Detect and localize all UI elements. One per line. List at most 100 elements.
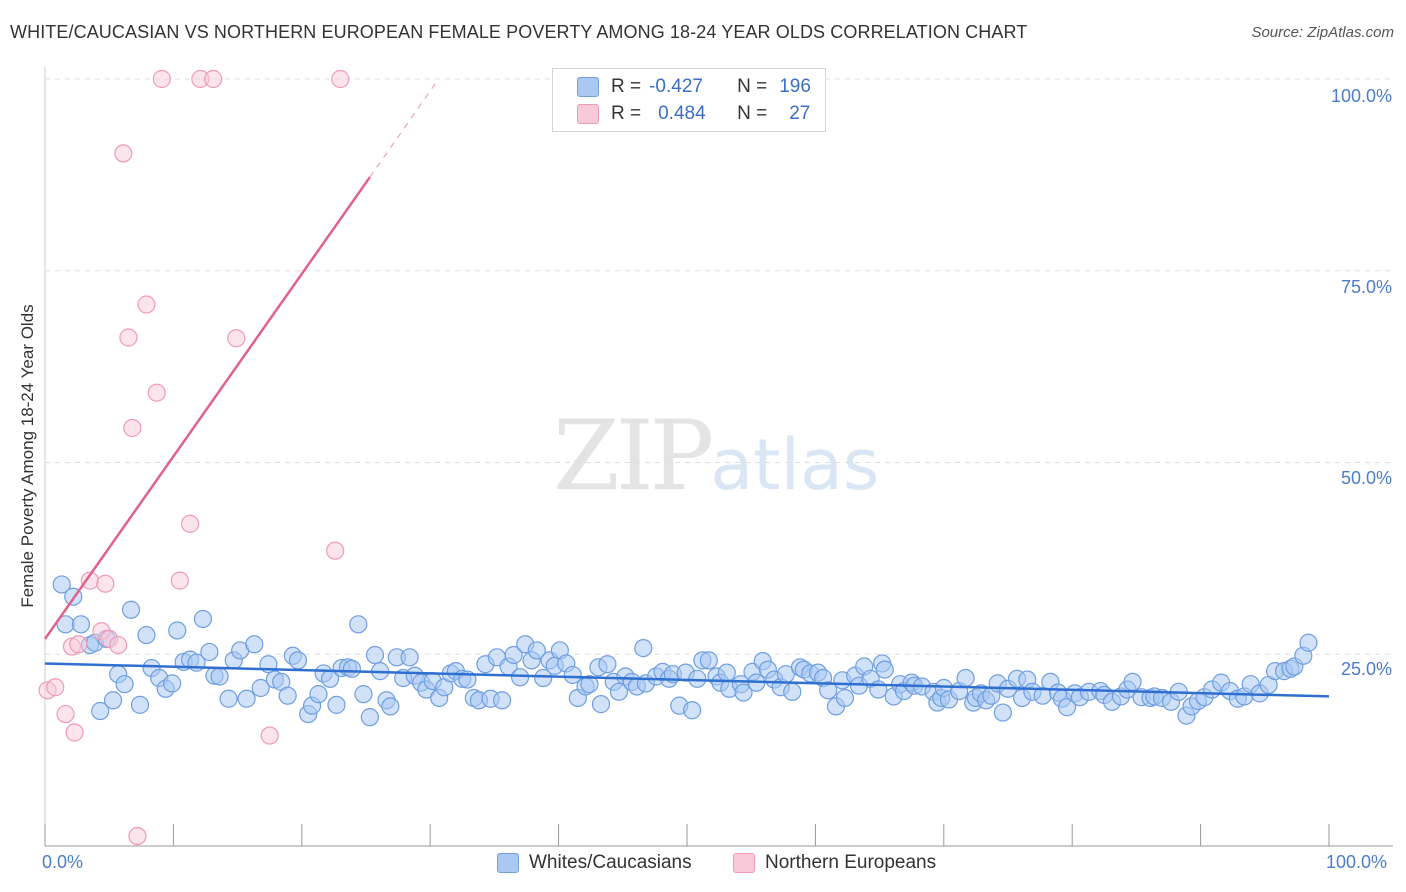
r-value: 0.484 <box>658 103 706 124</box>
x-tick-label-max: 100.0% <box>1326 852 1388 872</box>
whites-point-121 <box>783 682 802 701</box>
legend-blue-swatch <box>497 853 519 873</box>
whites-point-25 <box>210 667 229 686</box>
whites-point-12 <box>130 695 150 714</box>
whites-point-72 <box>493 691 512 710</box>
whites-point-29 <box>237 689 256 708</box>
watermark: ZIPatlas <box>553 400 879 512</box>
northern-europeans-point-21 <box>204 69 223 89</box>
northern-europeans-point-25 <box>331 69 350 89</box>
stats-row-whites: R = -0.427 N = 196 <box>553 74 811 100</box>
whites-point-87 <box>580 675 599 694</box>
n-label: N = <box>737 76 768 97</box>
y-axis-label: Female Poverty Among 18-24 Year Olds <box>18 304 37 608</box>
r-value: -0.427 <box>649 76 703 97</box>
chart-title: WHITE/CAUCASIAN VS NORTHERN EUROPEAN FEM… <box>10 22 1028 42</box>
legend-label-whites: Whites/Caucasians <box>529 852 692 873</box>
whites-point-26 <box>219 689 238 708</box>
whites-point-113 <box>734 683 753 702</box>
northern-europeans-point-15 <box>137 295 156 314</box>
whites-point-89 <box>591 695 611 714</box>
whites-point-157 <box>993 703 1012 722</box>
whites-point-49 <box>360 708 379 727</box>
whites-point-8 <box>103 691 123 710</box>
whites-point-200 <box>1299 633 1318 652</box>
whites-point-107 <box>699 651 718 670</box>
legend-label-northern-europeans: Northern Europeans <box>765 852 937 873</box>
legend-pink-swatch <box>733 853 755 873</box>
northern-europeans-point-11 <box>114 144 133 163</box>
whites-point-30 <box>245 635 264 654</box>
whites-point-47 <box>349 615 368 634</box>
whites-point-17 <box>163 674 182 693</box>
northern-europeans-point-17 <box>152 69 171 89</box>
stats-box: R = -0.427 N = 196 R = 0.484 N = 27 <box>552 68 826 132</box>
whites-trend-line <box>44 662 1330 698</box>
northern-europeans-point-12 <box>119 328 138 347</box>
watermark-zip: ZIP <box>553 400 714 512</box>
whites-point-22 <box>193 609 213 629</box>
whites-point-0 <box>52 575 71 594</box>
northern-europeans-point-14 <box>128 826 147 846</box>
y-tick-label-75: 75.0% <box>1340 277 1392 297</box>
whites-point-13 <box>137 625 156 645</box>
whites-point-37 <box>288 651 308 670</box>
whites-point-56 <box>400 648 419 667</box>
whites-point-46 <box>342 659 361 678</box>
y-tick-label-100: 100.0% <box>1330 86 1392 106</box>
whites-point-167 <box>1057 698 1077 717</box>
northern-europeans-point-2 <box>56 704 75 724</box>
source-label: Source: ZipAtlas.com <box>1251 24 1394 41</box>
whites-point-43 <box>327 695 346 714</box>
stats-row-northern-europeans: R = 0.484 N = 27 <box>553 101 810 127</box>
whites-point-78 <box>527 641 546 660</box>
northern-europeans-point-18 <box>170 571 189 590</box>
whites-point-74 <box>504 645 523 665</box>
whites-point-110 <box>717 663 736 682</box>
whites-point-79 <box>534 668 553 688</box>
whites-point-11 <box>121 600 141 619</box>
northern-europeans-point-4 <box>65 723 84 742</box>
northern-europeans-point-16 <box>147 383 166 402</box>
northern-europeans-point-24 <box>326 541 345 560</box>
whites-point-10 <box>115 675 134 694</box>
whites-point-40 <box>309 685 328 704</box>
n-label: N = <box>737 103 768 124</box>
whites-point-137 <box>875 660 894 679</box>
northern-europeans-point-10 <box>109 635 128 655</box>
whites-point-176 <box>1123 672 1142 691</box>
whites-point-18 <box>168 621 187 640</box>
northern-europeans-point-19 <box>180 514 200 533</box>
whites-point-90 <box>598 655 617 674</box>
x-tick-label-min: 0.0% <box>42 852 84 872</box>
y-tick-label-50: 50.0% <box>1340 468 1392 488</box>
r-label: R = <box>611 103 642 124</box>
whites-point-31 <box>251 678 270 698</box>
whites-point-96 <box>634 639 653 658</box>
northern-europeans-point-22 <box>227 329 246 348</box>
whites-point-105 <box>688 669 707 688</box>
blue-swatch <box>577 77 599 97</box>
whites-point-104 <box>683 701 702 720</box>
whites-point-75 <box>510 668 530 687</box>
whites-point-48 <box>354 685 373 704</box>
y-tick-label-25: 25.0% <box>1340 659 1392 679</box>
whites-point-92 <box>609 682 629 701</box>
whites-point-6 <box>91 701 110 721</box>
northern-europeans-trend-line <box>43 176 371 640</box>
northern-europeans-point-1 <box>46 678 65 697</box>
n-value: 196 <box>779 76 811 97</box>
legend-item-northern-europeans: Northern Europeans <box>733 852 936 874</box>
northern-europeans-point-23 <box>260 726 279 745</box>
whites-point-35 <box>278 686 297 705</box>
whites-point-84 <box>563 665 582 685</box>
watermark-atlas: atlas <box>710 424 880 506</box>
whites-point-3 <box>71 615 91 634</box>
pink-swatch <box>577 104 599 124</box>
whites-point-50 <box>365 645 385 665</box>
r-label: R = <box>611 76 642 97</box>
northern-europeans-point-5 <box>69 635 88 654</box>
legend-item-whites: Whites/Caucasians <box>497 852 692 874</box>
whites-point-130 <box>835 688 855 708</box>
